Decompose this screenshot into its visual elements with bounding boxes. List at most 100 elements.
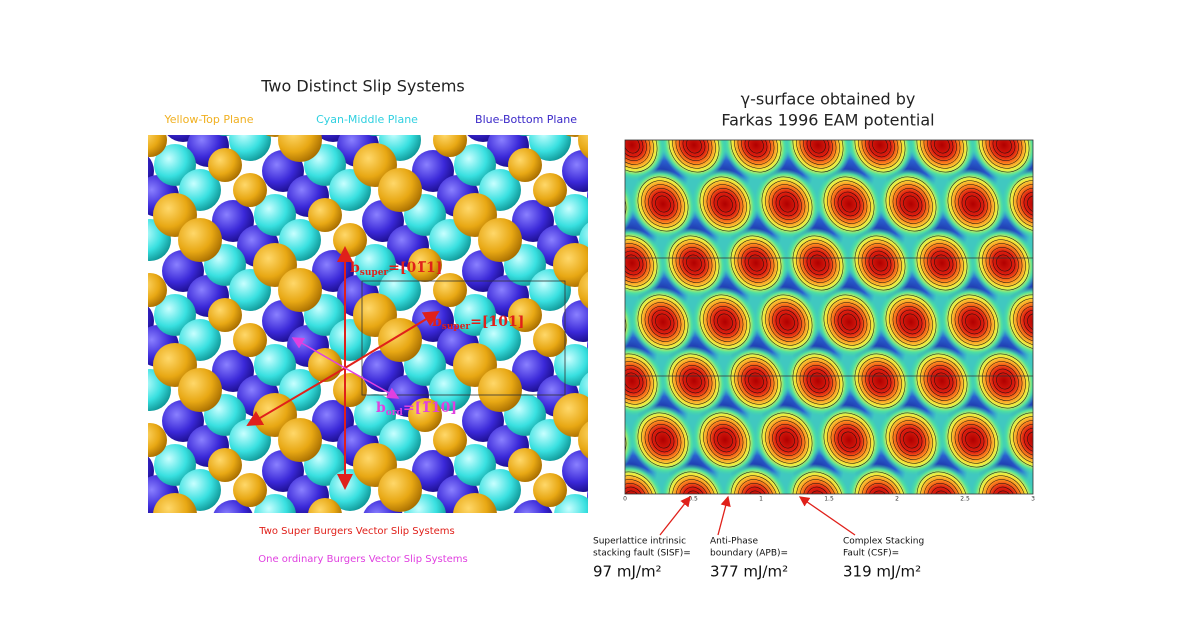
yellow-atom [553,393,588,437]
contour [1031,345,1101,417]
energy-peak [927,39,1018,133]
cyan-atom [368,135,382,136]
contour [996,254,1012,272]
contour [923,479,961,494]
contour [934,140,950,154]
yellow-atom [108,98,142,132]
yellow-atom [233,173,267,207]
fault-label: Fault (CSF)= [843,549,899,559]
x-tick-label: 1.5 [824,496,834,503]
contour [710,70,741,102]
contour [923,243,961,283]
yellow-atom [278,418,322,462]
cyan-atom [229,135,271,161]
yellow-atom [78,468,122,512]
contour [715,75,736,97]
contour [803,247,833,279]
contour [741,365,771,397]
contour [672,475,716,494]
contour [896,424,926,456]
contour [625,372,640,390]
contour [1087,429,1108,451]
contour [668,140,720,173]
yellow-atom [533,323,567,357]
contour [1016,420,1033,460]
energy-peak [1051,393,1142,487]
contour [591,429,612,451]
x-tick-label: 2 [895,496,899,503]
contour [1046,124,1086,166]
contour [963,75,984,97]
contour [1010,60,1060,112]
contour [730,140,782,173]
contour [792,235,844,291]
contour [858,475,902,494]
energy-peak [989,39,1080,133]
contour [858,239,902,287]
contour [1020,70,1051,102]
contour [625,475,654,494]
contour [989,140,1019,161]
contour [996,140,1012,154]
yellow-atom [553,243,588,287]
low-well [1071,505,1123,553]
contour [625,235,658,291]
contour [576,60,626,112]
contour [861,479,899,494]
contour [1082,424,1113,456]
contour [625,471,658,494]
contour [989,483,1019,494]
contour [1041,237,1091,289]
contour [651,427,675,453]
yellow-atom [433,135,467,157]
contour [1016,302,1033,342]
contour [834,306,864,338]
contour [779,313,795,331]
contour [768,420,806,460]
contour [637,176,689,232]
contour [637,412,689,468]
contour [978,235,1030,291]
low-well [1102,446,1154,494]
contour [810,490,826,494]
arrow [291,337,346,369]
contour [1082,306,1113,338]
contour [858,357,902,405]
atom-layers [78,98,588,536]
contour [985,361,1023,401]
contour [961,191,985,217]
contour [1062,286,1132,358]
contour [765,180,809,228]
contour [1051,129,1082,161]
contour [1036,114,1096,176]
contour [772,306,802,338]
contour [854,471,906,494]
blue-atom [87,375,129,417]
contour [686,490,702,494]
contour [737,479,775,494]
contour [958,306,988,338]
low-well [1071,151,1123,199]
plane-label: Yellow-Top Plane [163,113,253,126]
blue-atom [587,189,588,203]
contour [625,243,651,283]
contour [651,309,675,335]
contour [779,431,795,449]
contour [741,247,771,279]
cyan-atom [104,494,146,536]
arrow [344,367,400,399]
contour [779,195,795,213]
caption: Two Super Burgers Vector Slip Systems [258,526,455,537]
contour [1082,188,1113,220]
contour [1023,191,1033,217]
contour [892,420,930,460]
contour [954,420,992,460]
contour [951,298,995,346]
contour [1013,298,1033,346]
blue-atom [587,339,588,353]
contour [679,365,709,397]
contour [1056,252,1077,274]
contour [985,243,1023,283]
energy-peak [1051,275,1142,369]
contour [625,140,647,161]
